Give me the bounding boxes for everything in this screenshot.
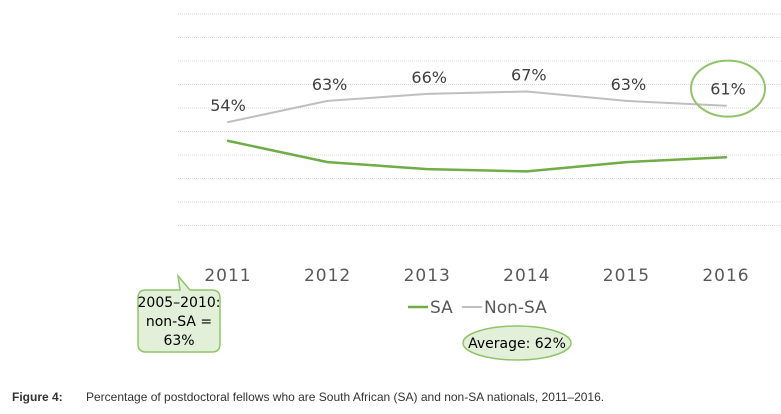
x-tick-label: 2014 [503, 266, 550, 286]
average-callout: Average: 62% [462, 325, 572, 361]
average-text: Average: 62% [468, 336, 566, 352]
data-label-non-sa: 61% [710, 80, 746, 99]
x-axis-ticks: 2011 2012 2013 2014 2015 2016 [204, 266, 749, 286]
series-line-sa [226, 139, 728, 173]
data-label-non-sa: 63% [312, 75, 348, 94]
x-tick-label: 2011 [204, 266, 251, 286]
series-line-non-sa [227, 90, 727, 124]
figure-caption-text: Percentage of postdoctoral fellows who a… [86, 390, 605, 404]
data-label-non-sa: 67% [511, 66, 547, 85]
x-tick-label: 2016 [702, 266, 749, 286]
data-label-non-sa: 66% [411, 68, 447, 87]
legend-label-non-sa: Non-SA [484, 298, 547, 318]
x-tick-label: 2013 [404, 266, 451, 286]
figure-label: Figure 4: [12, 390, 63, 404]
legend: SA Non-SA [408, 298, 547, 318]
callout-line-2: non-SA = [146, 314, 212, 330]
x-tick-label: 2015 [603, 266, 650, 286]
data-label-non-sa: 63% [611, 75, 647, 94]
highlight-circle [690, 59, 766, 118]
chart: 54%63% 66% 67% 63% 61% 2011 2012 2013 2014 2015 2… [137, 13, 781, 361]
callout-line-3: 63% [163, 333, 194, 349]
legend-label-sa: SA [430, 298, 453, 318]
average-oval [462, 325, 572, 361]
data-label-non-sa: 54% [210, 96, 246, 115]
callout-line-1: 2005–2010: [138, 295, 221, 311]
range-note-callout: 2005–2010: non-SA = 63% [137, 273, 221, 353]
x-tick-label: 2012 [304, 266, 351, 286]
callout-bubble [137, 273, 221, 353]
gridlines [178, 13, 781, 226]
data-labels: 54% 63% 66% 67% 63% 61% [210, 66, 746, 116]
figure-caption: Figure 4: Percentage of postdoctoral fell… [12, 390, 604, 404]
